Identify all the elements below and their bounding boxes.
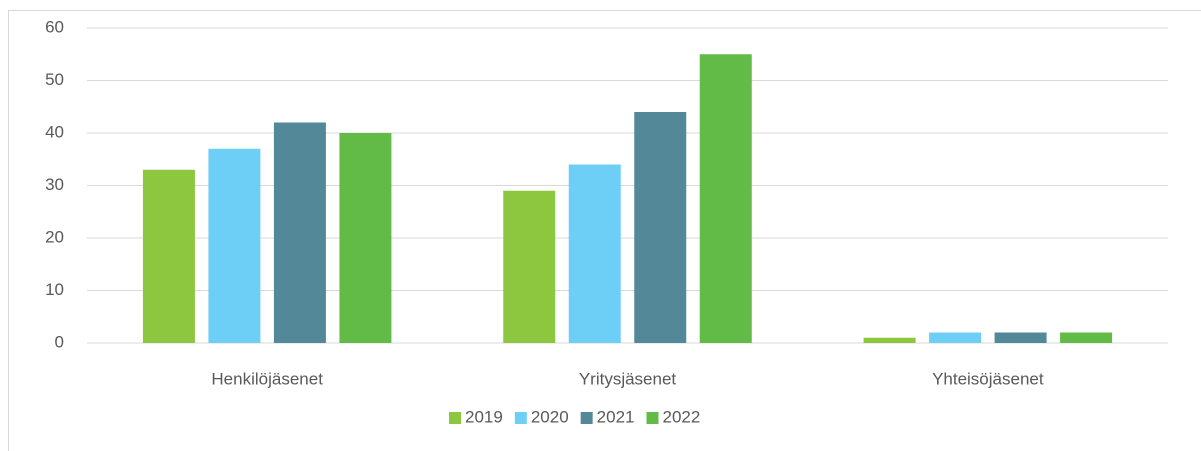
legend-label: 2019 [465, 407, 503, 426]
bar [208, 148, 261, 343]
y-tick-label: 20 [45, 227, 64, 246]
bar [929, 332, 982, 343]
x-tick-label: Yhteisöjäsenet [932, 369, 1044, 388]
legend-swatch [580, 412, 593, 424]
legend-swatch [514, 412, 527, 424]
bar [503, 190, 556, 343]
bar [273, 122, 326, 343]
bar [634, 112, 687, 343]
bar [994, 332, 1047, 343]
bar [1060, 332, 1113, 343]
y-tick-label: 40 [45, 122, 64, 141]
legend-label: 2022 [662, 407, 700, 426]
bar [863, 337, 916, 343]
bar [699, 54, 752, 343]
y-tick-label: 0 [55, 332, 64, 351]
y-tick-label: 60 [45, 17, 64, 36]
y-tick-label: 10 [45, 280, 64, 299]
bar [142, 169, 195, 343]
y-tick-label: 30 [45, 175, 64, 194]
legend-swatch [449, 412, 461, 424]
legend-label: 2021 [597, 407, 635, 426]
bar [568, 164, 621, 343]
legend-label: 2020 [531, 407, 569, 426]
bar [339, 133, 392, 343]
x-tick-label: Henkilöjäsenet [211, 369, 323, 388]
legend-swatch [646, 412, 659, 424]
y-tick-label: 50 [45, 70, 64, 89]
x-tick-label: Yritysjäsenet [579, 369, 677, 388]
